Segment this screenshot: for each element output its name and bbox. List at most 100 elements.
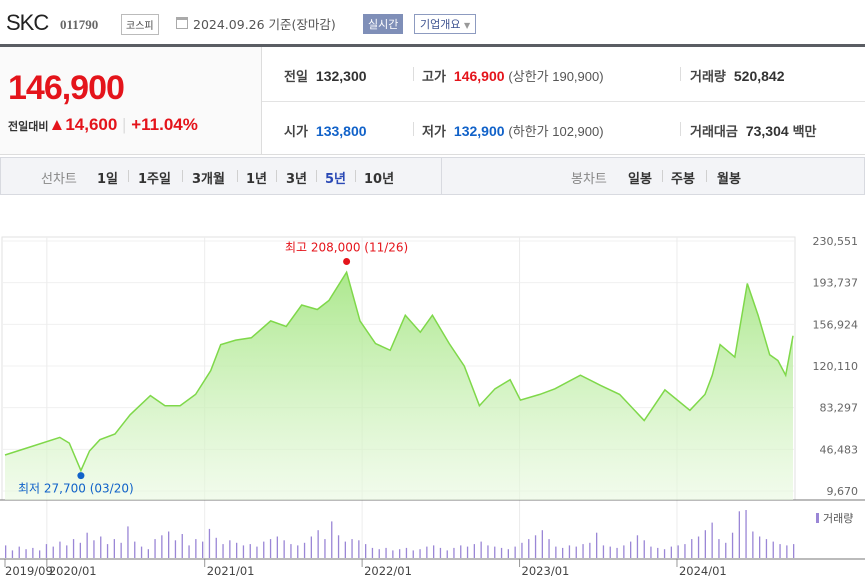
- volume-bar: [11, 550, 14, 558]
- volume-bar: [500, 547, 503, 558]
- market-badge: 코스피: [121, 14, 159, 35]
- volume-bar: [439, 547, 442, 558]
- x-tick-label: 2020/01: [49, 564, 97, 578]
- volume-bar: [351, 539, 353, 558]
- company-info-label: 기업개요: [420, 18, 461, 31]
- volume-bar: [66, 545, 68, 558]
- volume-bar: [670, 546, 672, 558]
- volume-bar: [752, 531, 754, 558]
- y-tick-label: 193,737: [813, 277, 859, 290]
- volume-bar: [759, 536, 761, 558]
- volume-bar: [446, 550, 448, 558]
- tab-1d[interactable]: 1일: [97, 172, 119, 187]
- volume-bar: [596, 532, 598, 558]
- tab-3m[interactable]: 3개월: [192, 172, 225, 187]
- chart-period-tabs: 선차트 1일 1주일 3개월 1년 3년 5년 10년 봉차트 일봉 주봉 월봉: [0, 157, 865, 195]
- volume-bar: [623, 545, 625, 558]
- volume-bar: [568, 545, 571, 558]
- volume-bar: [731, 532, 734, 558]
- volume-bar: [100, 536, 102, 558]
- volume-bar: [72, 539, 75, 558]
- volume-bar: [786, 545, 788, 558]
- volume-bar: [161, 535, 163, 558]
- volume-bar: [208, 528, 211, 558]
- tab-daily[interactable]: 일봉: [628, 172, 652, 187]
- volume-bar: [555, 546, 557, 558]
- price-area: [5, 272, 793, 500]
- volume-bar: [602, 545, 605, 558]
- price-chart[interactable]: 230,551 193,737 156,924 120,110 83,297 46,483…: [0, 197, 865, 582]
- volume-legend: 거래량: [823, 512, 853, 525]
- volume-bar: [140, 546, 143, 558]
- volume-bar: [636, 535, 639, 558]
- volume-bar: [106, 544, 109, 558]
- volume-bar: [168, 531, 170, 558]
- x-tick-label: 2022/01: [364, 564, 412, 578]
- tab-1w[interactable]: 1주일: [138, 172, 171, 187]
- volume-bar: [290, 544, 292, 558]
- realtime-button[interactable]: 실시간: [363, 14, 404, 34]
- volume-bar: [385, 547, 387, 558]
- volume-bar: [229, 540, 231, 558]
- volume-bar: [657, 547, 659, 558]
- volume-bar: [534, 535, 537, 558]
- up-triangle-icon: ▲: [48, 115, 66, 134]
- volume-bar: [39, 550, 41, 558]
- volume-bar: [480, 541, 482, 558]
- volume-bar: [677, 545, 679, 558]
- quote-row-2: 시가 133,800 저가 132,900 (하한가 102,900) 거래대금 73…: [262, 101, 865, 155]
- volume-bar: [684, 544, 686, 558]
- volume-bar: [79, 542, 81, 558]
- volume-bar: [188, 545, 190, 558]
- tab-weekly[interactable]: 주봉: [671, 172, 695, 187]
- volume-bar: [399, 549, 401, 558]
- volume: 거래량 520,842: [690, 68, 785, 85]
- tab-monthly[interactable]: 월봉: [717, 172, 741, 187]
- volume-bar: [113, 539, 115, 558]
- volume-bar: [412, 550, 414, 558]
- volume-bar: [120, 542, 122, 558]
- y-tick-label: 156,924: [813, 318, 859, 331]
- tab-10y[interactable]: 10년: [364, 172, 395, 187]
- volume-bar: [283, 540, 285, 558]
- volume-bar: [215, 537, 217, 558]
- x-tick-label: 2024/01: [679, 564, 727, 578]
- company-info-dropdown[interactable]: 기업개요 ▼: [414, 14, 477, 34]
- volume-bar: [494, 546, 496, 558]
- tab-3y[interactable]: 3년: [286, 172, 308, 187]
- volume-bar: [59, 541, 61, 558]
- volume-bar: [663, 549, 666, 558]
- volume-bar: [548, 539, 550, 558]
- volume-bar: [358, 540, 360, 558]
- volume-bar: [697, 536, 700, 558]
- volume-bar: [772, 541, 774, 558]
- volume-bar: [487, 545, 489, 558]
- day-high: 고가 146,900 (상한가 190,900): [422, 68, 604, 85]
- current-price: 146,900: [8, 69, 125, 107]
- x-tick-label: 2021/01: [207, 564, 255, 578]
- volume-bar: [473, 544, 475, 558]
- volume-bar: [242, 545, 245, 558]
- volume-bar: [324, 539, 326, 558]
- volume-bar: [202, 541, 204, 558]
- volume-bar: [18, 546, 20, 558]
- chevron-down-icon: ▼: [463, 21, 471, 30]
- volume-bar: [609, 546, 611, 558]
- change-percent: +11.04%: [131, 115, 198, 134]
- tab-1y[interactable]: 1년: [246, 172, 268, 187]
- volume-bar: [174, 540, 177, 558]
- calendar-icon: [176, 17, 188, 29]
- volume-bar: [25, 549, 27, 558]
- volume-bar: [466, 546, 469, 558]
- price-line: [4, 270, 794, 473]
- low-annotation: 최저 27,700 (03/20): [18, 482, 134, 496]
- volume-bar: [507, 549, 509, 558]
- trade-value: 거래대금 73,304 백만: [690, 123, 817, 140]
- tab-5y[interactable]: 5년: [325, 172, 347, 187]
- high-marker: [343, 258, 351, 266]
- volume-bar: [127, 526, 129, 558]
- volume-bar: [52, 546, 54, 558]
- volume-bar: [337, 535, 340, 558]
- price-change: 전일대비▲14,600 | +11.04%: [8, 115, 198, 134]
- volume-bar: [263, 541, 265, 558]
